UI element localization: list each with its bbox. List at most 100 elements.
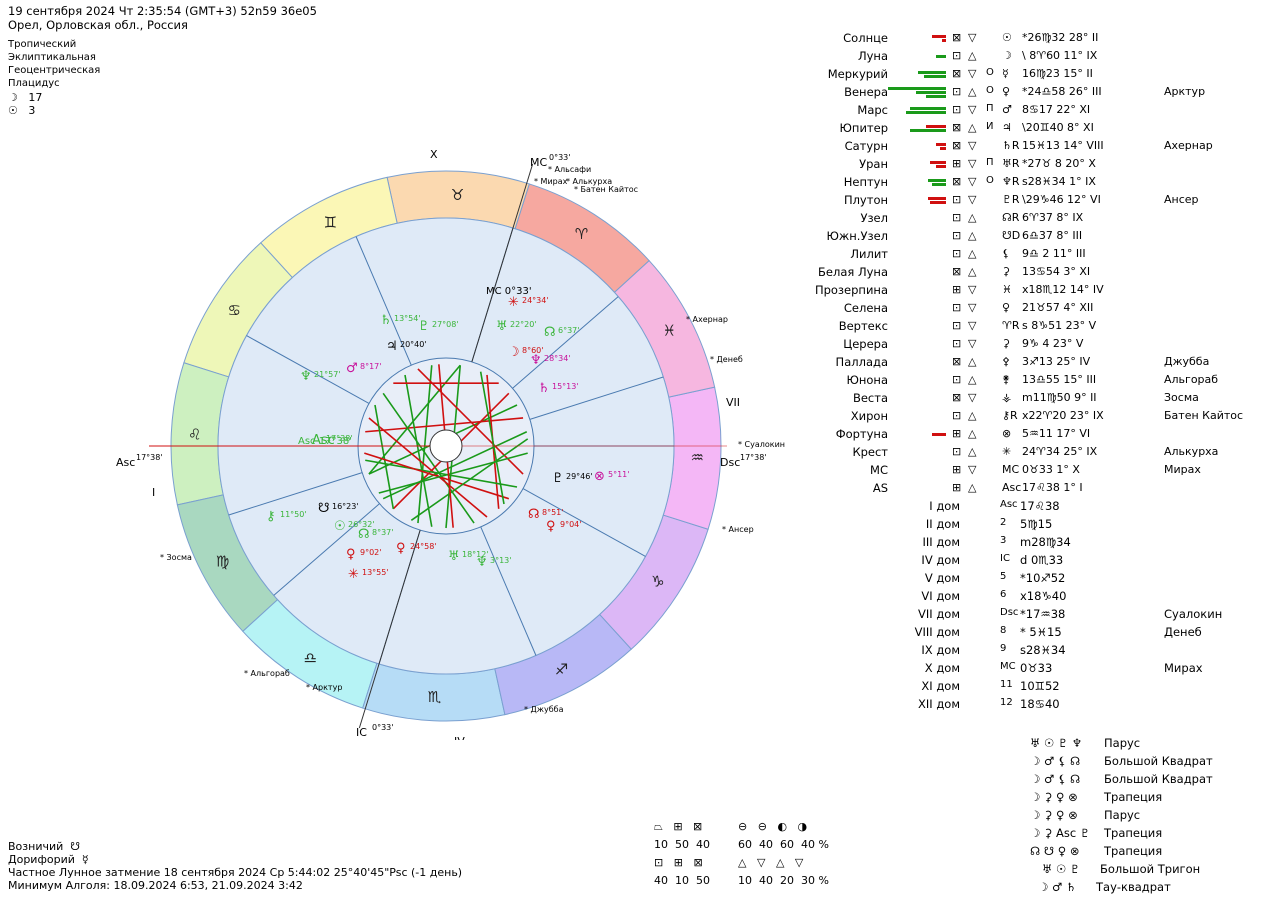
planet-glyph-icon: ⊗ (594, 469, 605, 484)
configuration-glyphs: ♅ ☉ ♇ (1042, 862, 1081, 876)
footer-doriforiy: Дорифорий ☿ (8, 853, 89, 866)
planet-strength-bars (886, 393, 946, 407)
planet-glyph-icon: ☊ (528, 507, 540, 522)
fixed-star-label: * Батен Кайтос (574, 185, 638, 194)
planet-row: Плутон ⊡ ▽ ♇R \29♑46 12° VI Ансер (800, 193, 1260, 211)
house-row: V дом 5 *10♐52 (870, 571, 1270, 589)
planet-row: Сатурн ⊠ ▽ ♄R 15♓13 14° VIII Ахернар (800, 139, 1260, 157)
house-position: 5♍15 (1020, 517, 1053, 531)
asc-degree: 17°38' (136, 453, 163, 462)
planet-glyph-icon: ⚴ (1002, 355, 1011, 368)
planet-degree-label: 20°40' (400, 340, 427, 349)
planet-row: Веста ⊠ ▽ ⚶ m11♍50 9° II Зосма (800, 391, 1260, 409)
ic-label: IC (356, 726, 367, 739)
strength-bar (910, 107, 946, 110)
planet-marker: О (986, 175, 994, 186)
house-system-icon: ⊞ (952, 283, 962, 296)
planet-glyph-icon: ♆ (476, 555, 488, 570)
zodiac-sign-glyph: ♑ (651, 573, 664, 591)
configuration-glyphs: ☽ ♂ ♄ (1038, 880, 1077, 894)
fixed-star-name: Батен Кайтос (1164, 409, 1244, 422)
planet-degree-label: 5°11' (608, 470, 629, 479)
house-system-icon: ⊡ (952, 373, 962, 386)
planet-name: Южн.Узел (826, 229, 889, 243)
header-location: Орел, Орловская обл., Россия (8, 18, 188, 32)
house-system-icon: ⊠ (952, 139, 962, 152)
house-row: I дом Asc 17♌38 (870, 499, 1270, 517)
header-datetime: 19 сентября 2024 Чт 2:35:54 (GMT+3) 52n5… (8, 4, 317, 18)
house-symbol: 12 (1000, 697, 1013, 708)
fixed-star-label: * Ансер (722, 525, 754, 534)
planet-glyph-icon: ♂ (346, 361, 358, 376)
natal-chart-wheel[interactable]: ♈♉♊♋♌♍♎♏♐♑♒♓XVIIIIVAsc17°38'Dsc17°38'MC0… (100, 140, 800, 748)
house-system-icon: ⊞ (952, 463, 962, 476)
aspect-line (410, 438, 529, 521)
fixed-star-name: Арктур (1164, 85, 1206, 98)
planet-glyph-icon: ☽ (1002, 49, 1012, 62)
planet-glyph-icon: ⊗ (1002, 427, 1012, 440)
planet-strength-bars (886, 465, 946, 479)
planet-strength-bars (886, 213, 946, 227)
planet-row: Хирон ⊡ △ ⚷R x22♈20 23° IX Батен Кайтос (800, 409, 1260, 427)
planet-degree-label: 13°54' (394, 314, 421, 323)
element-triangle-icon: ▽ (968, 175, 977, 188)
mc-degree: 0°33' (549, 153, 570, 162)
element-triangle-icon: ▽ (968, 67, 977, 80)
planet-name: Сатурн (844, 139, 888, 153)
planet-degree-label: 8°51' (542, 508, 563, 517)
planet-degree-label: 6°37' (558, 326, 579, 335)
house-row: X дом MC 0♉33 Мирах (870, 661, 1270, 679)
planet-glyph-icon: ✳ (508, 295, 519, 310)
planet-glyph-icon: ☉ (1002, 31, 1012, 44)
house-position: 0♉33 (1020, 661, 1053, 675)
planet-glyph-icon: Asc (1002, 481, 1022, 494)
planet-degree-label: 3°13' (490, 556, 511, 565)
strength-bar (930, 161, 946, 164)
planet-position: 15♓13 14° VIII (1022, 139, 1104, 152)
planet-strength-bars (886, 105, 946, 119)
element-triangle-icon: △ (968, 121, 977, 134)
planet-name: Венера (844, 85, 888, 99)
house-row: IV дом IC d 0♏33 (870, 553, 1270, 571)
planet-row: Южн.Узел ⊡ △ ☋D 6♎37 8° III (800, 229, 1260, 247)
house-cusp-line (529, 376, 664, 420)
element-triangle-icon: △ (968, 85, 977, 98)
planet-row: Меркурий ⊠ ▽ О ☿ 16♍23 15° II (800, 67, 1260, 85)
fixed-star-name: Ансер (1164, 193, 1199, 206)
house-cusp-line (273, 503, 380, 596)
planet-row: Нептун ⊠ ▽ О ♆R s28♓34 1° IX (800, 175, 1260, 193)
house-cusp-line (246, 335, 370, 404)
planet-position: 13♎55 15° III (1022, 373, 1097, 386)
planet-glyph-icon: ⚸ (1002, 247, 1011, 260)
planet-marker: П (986, 157, 994, 168)
house-system-icon: ⊡ (952, 247, 962, 260)
house-row: II дом 2 5♍15 (870, 517, 1270, 535)
legend-row2-values: 40 10 50 (654, 874, 710, 887)
planet-degree-label: 27°08' (432, 320, 459, 329)
planet-glyph-icon: ☋D (1002, 229, 1021, 242)
planet-glyph-icon: MC (1002, 463, 1020, 476)
planet-name: Юнона (846, 373, 888, 387)
strength-bar (930, 201, 946, 204)
configuration-name: Парус (1104, 808, 1141, 822)
planet-name: Нептун (843, 175, 888, 189)
planet-position: 17♌38 1° I (1022, 481, 1083, 494)
planet-position: 8♋17 22° XI (1022, 103, 1091, 116)
house-symbol: Dsc (1000, 607, 1019, 618)
house-name: XII дом (918, 697, 960, 711)
planet-strength-bars (886, 159, 946, 173)
element-triangle-icon: △ (968, 373, 977, 386)
house-system-icon: ⊠ (952, 31, 962, 44)
zodiac-sign-glyph: ♌ (188, 425, 201, 443)
house-system-icon: ⊠ (952, 175, 962, 188)
house-cusp-line (228, 472, 363, 516)
planet-glyph-icon: ☉ (334, 519, 346, 534)
house-star: Мирах (1164, 661, 1203, 675)
planet-name: Селена (843, 301, 888, 315)
element-triangle-icon: △ (968, 229, 977, 242)
planet-glyph-icon: ♀ (346, 547, 356, 562)
planet-name: Веста (852, 391, 888, 405)
mc-label: MC (530, 156, 547, 169)
setting-coords: Эклиптикальная (8, 52, 96, 63)
element-triangle-icon: ▽ (968, 139, 977, 152)
